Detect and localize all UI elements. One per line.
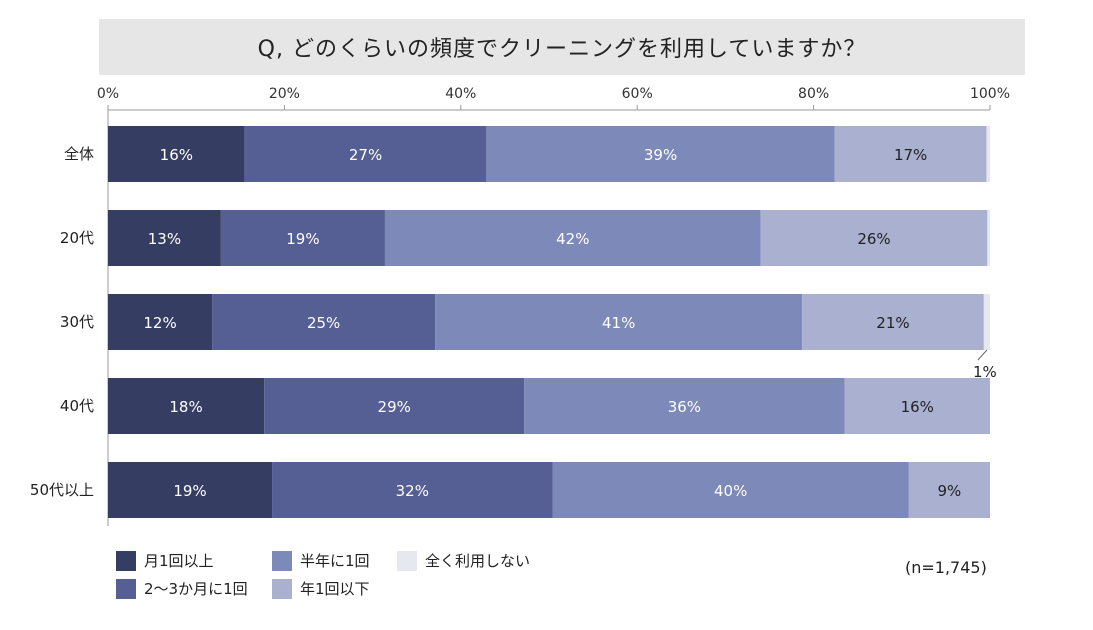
legend-swatch: [272, 550, 292, 571]
title-banner: Q, どのくらいの頻度でクリーニングを利用していますか？: [99, 19, 1025, 75]
x-tick-label: 80%: [798, 86, 829, 102]
bar-segment: [244, 126, 487, 182]
legend-label: 半年に1回: [300, 552, 370, 570]
legend-label: 全く利用しない: [425, 552, 531, 570]
legend-label: 年1回以下: [300, 580, 370, 598]
x-tick-label: 20%: [269, 86, 300, 102]
bar-segment: [108, 126, 245, 182]
data-label: 42%: [556, 230, 589, 248]
bar-segment: [844, 378, 990, 434]
x-tick-label: 100%: [970, 86, 1010, 102]
bar-segment: [802, 294, 984, 350]
data-label: 40%: [714, 482, 747, 500]
data-label: 16%: [901, 398, 934, 416]
data-label: 36%: [668, 398, 701, 416]
bar-segment: [220, 210, 385, 266]
category-label: 20代: [60, 229, 94, 247]
data-label: 27%: [349, 146, 382, 164]
bar-segment: [435, 294, 803, 350]
bar-segment: [264, 378, 525, 434]
x-tick-label: 60%: [622, 86, 653, 102]
bar-segment: [108, 378, 265, 434]
data-label: 16%: [160, 146, 193, 164]
bar-segment: [524, 378, 845, 434]
data-label: 32%: [396, 482, 429, 500]
data-label: 12%: [143, 314, 176, 332]
legend-item-yearly: 年1回以下: [272, 578, 370, 599]
legend-item-semiannual: 半年に1回: [272, 550, 370, 571]
data-label: 1%: [973, 363, 997, 381]
data-label: 41%: [602, 314, 635, 332]
bar-segment: [983, 294, 990, 350]
bar-segment: [486, 126, 835, 182]
data-label: 18%: [169, 398, 202, 416]
bar-segment: [108, 210, 221, 266]
data-label: 39%: [644, 146, 677, 164]
bar-segment: [108, 294, 213, 350]
data-label: 21%: [876, 314, 909, 332]
bar-segment: [108, 462, 273, 518]
legend-swatch: [116, 578, 136, 599]
x-tick-label: 0%: [97, 86, 119, 102]
bar-segment: [987, 210, 990, 266]
bar-segment: [212, 294, 436, 350]
legend-swatch: [272, 578, 292, 599]
legend-swatch: [397, 550, 417, 571]
callout-line: [977, 349, 988, 361]
category-label: 40代: [60, 397, 94, 415]
bar-segment: [834, 126, 987, 182]
legend-swatch: [116, 550, 136, 571]
data-label: 25%: [307, 314, 340, 332]
bar-segment: [908, 462, 990, 518]
legend-item-bimonthly: 2～3か月に1回: [116, 578, 248, 599]
bar-segment: [986, 126, 990, 182]
category-label: 30代: [60, 313, 94, 331]
data-label: 13%: [148, 230, 181, 248]
data-label: 9%: [938, 482, 962, 500]
bar-segment: [760, 210, 988, 266]
data-label: 17%: [894, 146, 927, 164]
data-label: 26%: [857, 230, 890, 248]
legend-item-never: 全く利用しない: [397, 550, 530, 571]
category-label: 50代以上: [30, 481, 94, 499]
data-label: 29%: [378, 398, 411, 416]
x-tick-label: 40%: [445, 86, 476, 102]
legend-label: 月1回以上: [144, 552, 214, 570]
bar-segment: [384, 210, 761, 266]
bar-segment: [552, 462, 909, 518]
legend-label: 2～3か月に1回: [144, 580, 248, 598]
legend-item-monthly: 月1回以上: [116, 550, 214, 571]
data-label: 19%: [286, 230, 319, 248]
sample-size: (n=1,745): [905, 558, 987, 577]
category-label: 全体: [64, 145, 94, 163]
bar-segment: [272, 462, 553, 518]
chart-title: Q, どのくらいの頻度でクリーニングを利用していますか？: [257, 37, 867, 62]
data-label: 19%: [173, 482, 206, 500]
